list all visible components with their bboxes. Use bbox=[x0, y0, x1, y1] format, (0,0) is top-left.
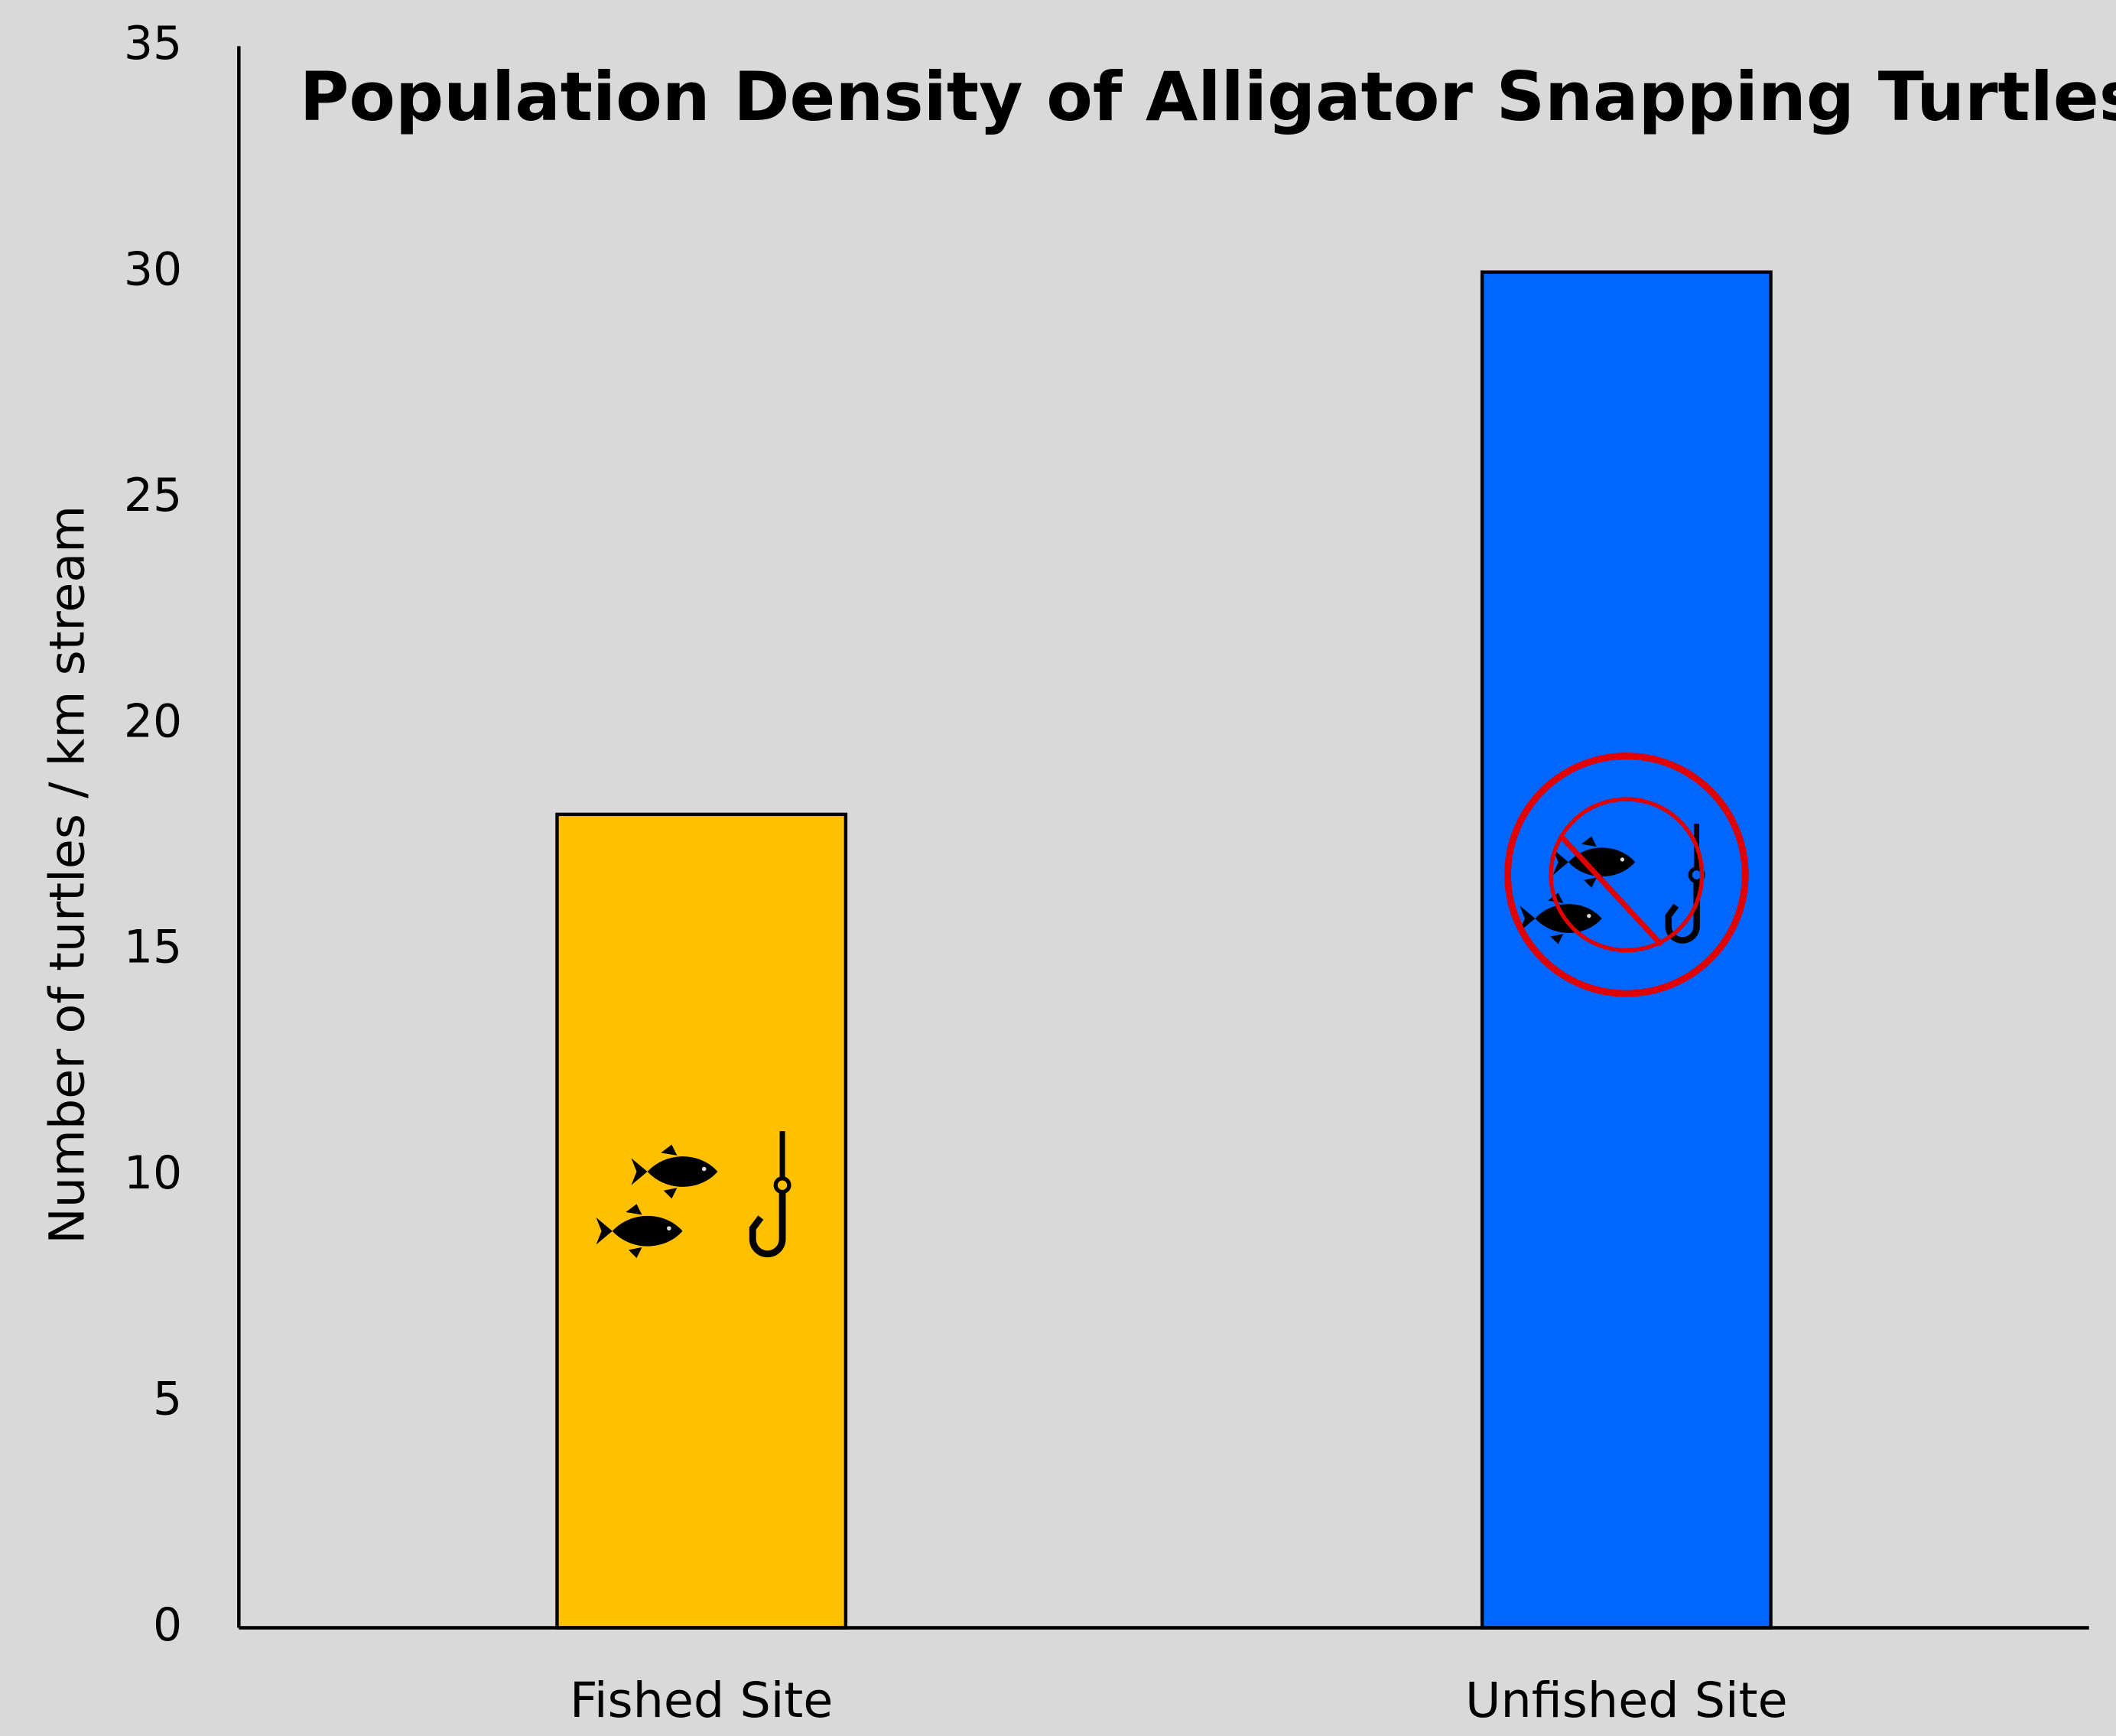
no-fishing-circle bbox=[1504, 753, 1749, 997]
y-tick-label: 25 bbox=[124, 469, 182, 522]
x-tick-label: Fished Site bbox=[570, 1672, 833, 1728]
y-tick-label: 35 bbox=[124, 17, 182, 70]
no-fishing-inner bbox=[1549, 797, 1705, 953]
y-tick-label: 10 bbox=[124, 1146, 182, 1200]
y-axis-label: Number of turtles / km stream bbox=[38, 506, 95, 1244]
y-tick-label: 20 bbox=[124, 694, 182, 748]
y-tick-label: 15 bbox=[124, 921, 182, 974]
y-tick-label: 0 bbox=[153, 1598, 182, 1652]
x-tick-label: Unfished Site bbox=[1465, 1672, 1788, 1728]
chart-title: Population Density of Alligator Snapping… bbox=[300, 57, 2116, 136]
no-fishing-slash bbox=[1559, 835, 1664, 947]
y-tick-label: 5 bbox=[153, 1373, 182, 1426]
bar bbox=[555, 812, 848, 1630]
y-tick-label: 30 bbox=[124, 242, 182, 296]
